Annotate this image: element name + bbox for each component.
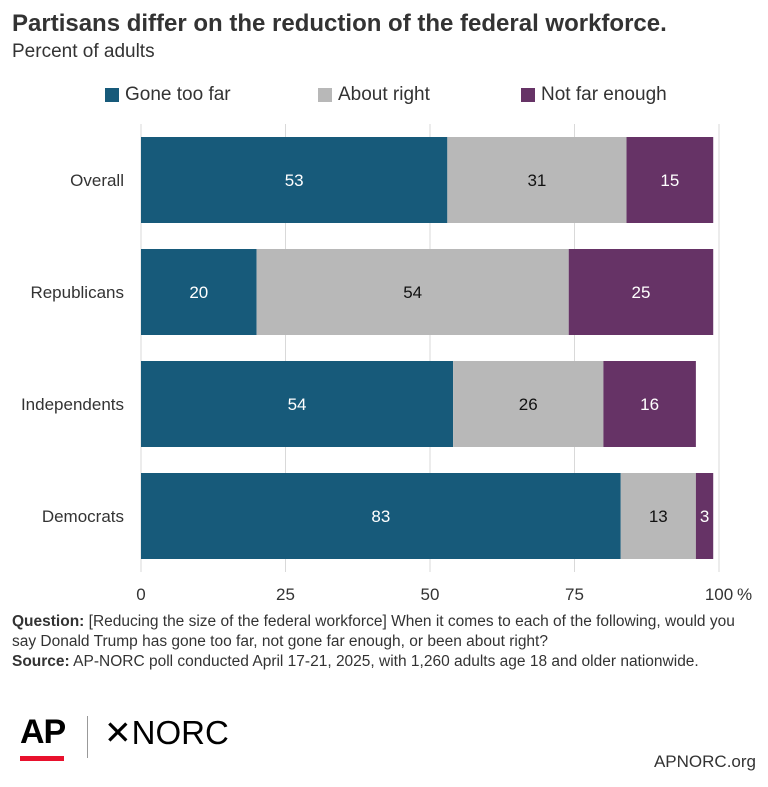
data-label: 3 [700,507,709,526]
bar-segment [695,473,714,559]
logo-divider [87,716,88,758]
source-text: AP-NORC poll conducted April 17-21, 2025… [73,653,699,670]
site-link[interactable]: APNORC.org [653,752,756,771]
chart-notes: Question: [Reducing the size of the fede… [12,612,760,672]
category-label: Overall [70,171,124,190]
legend-label: Gone too far [125,84,231,105]
data-label: 31 [527,171,546,190]
data-label: 13 [649,507,668,526]
data-label: 26 [519,395,538,414]
bar-segment [568,249,714,335]
data-label: 53 [285,171,304,190]
category-label: Independents [21,395,124,414]
legend-swatch [521,88,535,102]
question-text: [Reducing the size of the federal workfo… [12,613,735,650]
question-label: Question: [12,613,85,630]
legend-item-gone-too-far: Gone too far [105,84,231,106]
bar-segment [141,473,621,559]
question-note: Question: [Reducing the size of the fede… [12,612,760,652]
bar-segment [603,361,696,447]
ap-logo-bar [20,756,64,761]
bar-segment [626,137,714,223]
ap-logo: AP [20,713,66,751]
x-tick-label: 25 [276,585,295,604]
legend: Gone too far About right Not far enough [0,84,768,108]
bar-segment [256,249,569,335]
data-label: 25 [632,283,651,302]
chart-title: Partisans differ on the reduction of the… [12,10,667,37]
bar-segment [141,249,257,335]
source-note: Source: AP-NORC poll conducted April 17-… [12,652,760,672]
bar-segment [141,361,454,447]
category-label: Republicans [30,283,124,302]
bar-segment [447,137,627,223]
norc-mark-icon: ✕ [104,714,132,751]
norc-logo: ✕NORC [104,713,229,752]
data-label: 20 [189,283,208,302]
legend-swatch [105,88,119,102]
x-tick-label: 0 [136,585,145,604]
data-label: 54 [288,395,307,414]
data-label: 16 [640,395,659,414]
data-label: 15 [660,171,679,190]
legend-item-about-right: About right [318,84,430,106]
data-label: 54 [403,283,422,302]
legend-swatch [318,88,332,102]
x-tick-label: 75 [565,585,584,604]
bar-segment [141,137,448,223]
source-label: Source: [12,653,70,670]
data-label: 83 [371,507,390,526]
legend-label: About right [338,84,430,105]
x-tick-label: 100 [705,585,733,604]
legend-label: Not far enough [541,84,667,105]
x-tick-label: 50 [421,585,440,604]
bar-segment [620,473,696,559]
norc-logo-text: NORC [131,714,229,751]
category-label: Democrats [42,507,124,526]
stacked-bar-chart: Overall 53 31 15 Republicans 20 54 25 Independen… [21,124,752,604]
bar-segment [453,361,604,447]
legend-item-not-far-enough: Not far enough [521,84,667,106]
chart-subtitle: Percent of adults [12,41,155,62]
x-unit-label: % [737,585,752,604]
